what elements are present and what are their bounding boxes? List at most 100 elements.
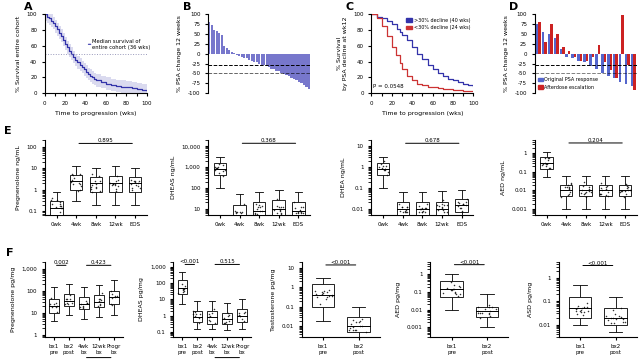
Point bbox=[379, 159, 389, 164]
Bar bbox=[305, 54, 308, 87]
Point bbox=[543, 155, 554, 161]
Point bbox=[402, 204, 412, 210]
Point bbox=[205, 313, 216, 319]
Point bbox=[451, 291, 461, 296]
Bar bbox=[300, 54, 303, 83]
Point bbox=[239, 310, 249, 316]
Point bbox=[250, 210, 260, 215]
Point bbox=[485, 313, 495, 319]
Point bbox=[361, 329, 371, 334]
Point bbox=[133, 180, 143, 186]
Point bbox=[47, 201, 57, 206]
Point bbox=[458, 201, 468, 207]
Point bbox=[414, 209, 424, 215]
Point bbox=[54, 201, 65, 207]
Point bbox=[290, 205, 300, 211]
Point bbox=[615, 189, 625, 194]
Point bbox=[239, 214, 250, 220]
Point bbox=[312, 294, 323, 300]
Point bbox=[109, 182, 120, 188]
Point bbox=[456, 205, 466, 211]
Point bbox=[401, 204, 412, 210]
Bar bbox=[397, 202, 409, 215]
Point bbox=[476, 315, 486, 321]
Point bbox=[414, 203, 424, 209]
Point bbox=[353, 319, 364, 325]
Bar bbox=[298, 54, 300, 82]
Point bbox=[111, 178, 122, 184]
Bar bbox=[280, 54, 283, 72]
Point bbox=[56, 205, 67, 211]
Point bbox=[563, 192, 573, 198]
Point bbox=[610, 311, 620, 317]
Point bbox=[109, 295, 120, 300]
Point bbox=[616, 314, 626, 320]
Bar bbox=[211, 25, 213, 54]
Point bbox=[449, 290, 460, 296]
Point bbox=[91, 181, 101, 186]
Point bbox=[131, 182, 141, 188]
Bar bbox=[536, 24, 538, 54]
Point bbox=[130, 178, 140, 184]
Bar bbox=[275, 54, 278, 71]
Point bbox=[561, 185, 572, 190]
Point bbox=[231, 210, 241, 215]
Point bbox=[213, 164, 223, 170]
Point bbox=[566, 181, 577, 187]
Point bbox=[455, 291, 465, 297]
Point bbox=[381, 163, 391, 169]
Bar bbox=[599, 185, 612, 196]
Point bbox=[249, 217, 259, 223]
Bar bbox=[49, 299, 59, 312]
Bar bbox=[598, 45, 600, 54]
Point bbox=[82, 300, 92, 306]
Text: 0.204: 0.204 bbox=[588, 138, 604, 143]
Point bbox=[218, 173, 228, 179]
Point bbox=[583, 308, 593, 313]
Point bbox=[127, 187, 137, 193]
Point bbox=[126, 181, 136, 186]
Point bbox=[319, 289, 330, 294]
Y-axis label: Testosterone pg/mg: Testosterone pg/mg bbox=[271, 268, 276, 331]
X-axis label: Time to progression (wks): Time to progression (wks) bbox=[55, 111, 136, 116]
Point bbox=[219, 320, 229, 325]
Point bbox=[291, 210, 301, 216]
Bar bbox=[271, 54, 273, 69]
Text: D: D bbox=[509, 2, 518, 12]
Point bbox=[205, 317, 215, 323]
Point bbox=[177, 281, 188, 287]
Point bbox=[402, 209, 412, 214]
Bar bbox=[221, 35, 223, 54]
Bar bbox=[236, 54, 238, 55]
Point bbox=[52, 303, 63, 309]
Point bbox=[602, 183, 612, 189]
Point bbox=[556, 194, 566, 200]
Point bbox=[603, 194, 613, 199]
Y-axis label: AED pg/mg: AED pg/mg bbox=[396, 282, 401, 317]
Point bbox=[541, 161, 551, 167]
Point bbox=[292, 210, 303, 216]
Bar bbox=[377, 163, 390, 175]
Bar bbox=[347, 317, 370, 332]
Point bbox=[608, 307, 618, 313]
Point bbox=[576, 191, 586, 197]
Point bbox=[445, 279, 456, 285]
Bar bbox=[233, 205, 246, 223]
Point bbox=[616, 305, 626, 311]
Point bbox=[46, 197, 56, 203]
Point bbox=[577, 187, 587, 193]
Point bbox=[91, 184, 101, 190]
Point bbox=[220, 319, 230, 325]
Point bbox=[322, 290, 332, 295]
Point bbox=[315, 301, 325, 307]
Point bbox=[348, 317, 358, 323]
Point bbox=[276, 211, 286, 216]
Bar bbox=[207, 311, 217, 324]
Point bbox=[621, 191, 631, 197]
Text: <0.001: <0.001 bbox=[331, 260, 351, 265]
Point bbox=[296, 210, 307, 216]
Point bbox=[95, 301, 105, 307]
Bar bbox=[544, 42, 547, 54]
Bar bbox=[312, 284, 335, 307]
Point bbox=[95, 188, 105, 194]
